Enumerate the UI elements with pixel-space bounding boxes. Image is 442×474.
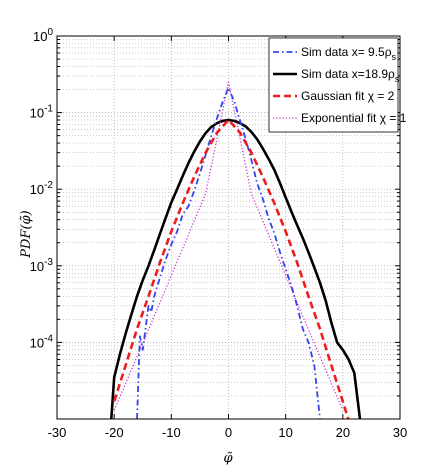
x-tick-label: -30 — [48, 425, 67, 440]
series-line-0 — [136, 87, 321, 419]
x-axis-label: φ̃ — [223, 451, 233, 466]
legend-label-2: Gaussian fit χ = 2 — [301, 89, 395, 103]
x-tick-label: -10 — [162, 425, 181, 440]
series-line-2 — [112, 118, 350, 419]
y-tick-label: 10-1 — [30, 104, 54, 121]
data-series — [110, 81, 362, 419]
x-tick-label: 10 — [278, 425, 292, 440]
y-tick-label: 100 — [33, 27, 53, 44]
y-tick-label: 10-2 — [30, 180, 54, 197]
legend-box — [268, 37, 399, 133]
y-tick-label: 10-3 — [30, 257, 54, 274]
x-tick-label: -20 — [105, 425, 124, 440]
legend-label-0: Sim data x= 9.5ρs — [301, 45, 397, 62]
axis-ticks: -30 -20 -10 0 10 20 30 10-4 10-3 10-2 10-1 100 — [30, 27, 408, 440]
y-tick-label: 10-4 — [30, 333, 54, 350]
x-tick-label: 30 — [393, 425, 407, 440]
legend: Sim data x= 9.5ρs Sim data x=18.9ρs Gaussi… — [268, 37, 407, 133]
grid-lines — [57, 36, 400, 419]
x-tick-label: 0 — [225, 425, 232, 440]
legend-label-1: Sim data x=18.9ρs — [301, 67, 400, 84]
series-line-1 — [110, 118, 362, 419]
series-line-3 — [113, 81, 344, 411]
y-axis-label: PDF(φ̃) — [19, 210, 34, 258]
x-tick-label: 20 — [336, 425, 350, 440]
legend-label-3: Exponential fit χ = 1 — [301, 111, 407, 125]
